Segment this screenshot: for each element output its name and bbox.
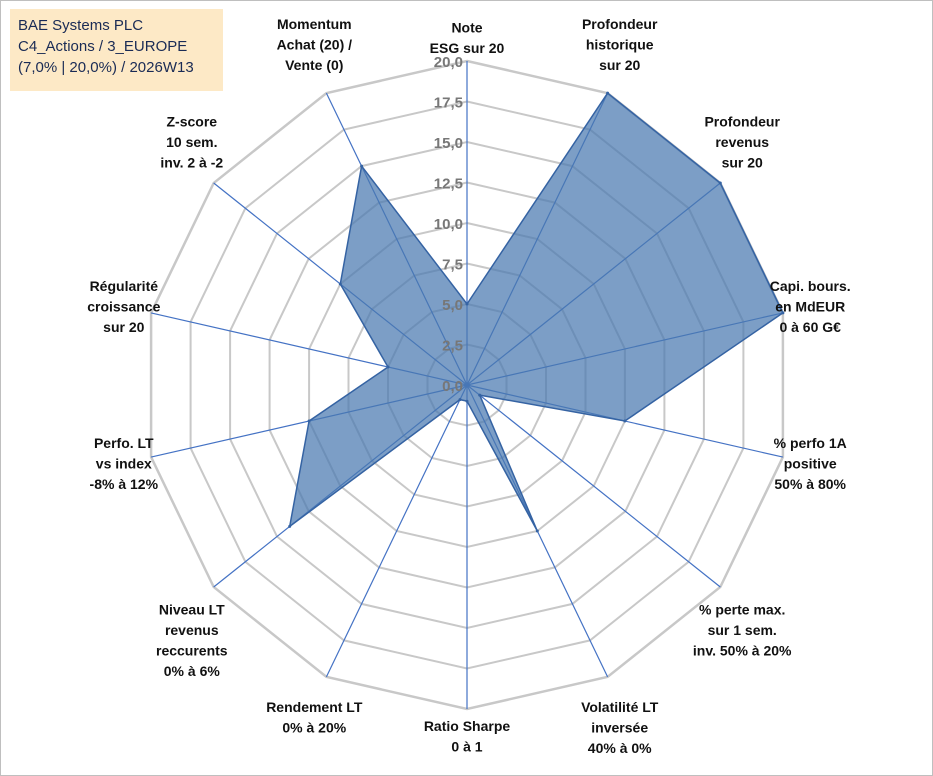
axis-label-line: Profondeur [582,16,658,32]
data-point-14 [360,164,364,168]
data-point-2 [606,91,610,95]
axis-label-line: 0% à 6% [164,663,221,679]
axis-label-13: Z-score 10 sem. inv. 2 à -2 [160,114,223,171]
axis-label-line: -8% à 12% [90,476,159,492]
axis-label-10: Niveau LT revenus reccurents 0% à 6% [156,602,228,680]
tick-label-2: 5,0 [442,297,463,314]
axis-label-line: Achat (20) / [277,36,353,52]
axis-label-8: Ratio Sharpe 0 à 1 [424,718,511,755]
axis-label-line: positive [784,455,837,471]
axis-label-line: 10 sem. [166,134,217,150]
axis-label-2: Profondeur historique sur 20 [582,16,658,73]
axis-label-line: Volatilité LT [581,699,659,715]
category-path: C4_Actions / 3_EUROPE [18,38,188,55]
axis-label-line: % perte max. [699,602,785,618]
info-box: BAE Systems PLC C4_Actions / 3_EUROPE (7… [10,9,223,91]
axis-label-line: croissance [87,299,160,315]
tick-label-5: 12,5 [434,176,463,193]
data-point-5 [623,419,627,423]
axis-label-line: revenus [715,134,769,150]
axis-label-5: % perfo 1A positive 50% à 80% [774,435,847,492]
axis-spoke-9 [325,384,468,678]
data-point-9 [458,398,462,402]
tick-labels: 0,0 2,5 5,0 7,5 10,0 12,5 15,0 17,5 20,0 [434,54,463,395]
tick-label-0: 0,0 [442,378,463,395]
axis-label-line: Momentum [277,16,352,32]
axis-label-line: Profondeur [704,114,780,130]
axis-label-line: 0 à 60 G€ [779,319,841,335]
tick-label-8: 20,0 [434,54,463,71]
data-point-6 [478,393,482,397]
axis-label-11: Perfo. LT vs index -8% à 12% [90,435,159,492]
axis-label-line: Note [451,20,482,36]
axis-label-line: historique [586,36,654,52]
data-point-12 [386,365,390,369]
axis-label-7: Volatilité LT inversée 40% à 0% [581,699,659,756]
axis-label-6: % perte max. sur 1 sem. inv. 50% à 20% [693,602,792,659]
axis-label-3: Profondeur revenus sur 20 [704,114,780,171]
axis-label-9: Rendement LT 0% à 20% [266,699,363,736]
data-point-10 [288,524,292,528]
axis-label-1: Note ESG sur 20 [430,20,505,57]
axis-label-line: Ratio Sharpe [424,718,511,734]
axis-label-line: Capi. bours. [770,278,851,294]
data-point-13 [338,282,342,286]
axis-label-line: sur 20 [599,57,640,73]
axis-label-line: % perfo 1A [774,435,847,451]
tick-label-6: 15,0 [434,135,463,152]
axis-label-line: en MdEUR [775,299,845,315]
axis-label-line: 0% à 20% [282,720,346,736]
axis-label-line: Régularité [90,278,159,294]
tick-label-7: 17,5 [434,95,463,112]
axis-label-line: vs index [96,455,152,471]
data-point-3 [718,181,722,185]
axis-label-line: inv. 50% à 20% [693,643,792,659]
stock-name: BAE Systems PLC [18,17,144,34]
axis-label-line: 40% à 0% [588,740,652,756]
axis-label-line: Rendement LT [266,699,363,715]
data-point-11 [307,419,311,423]
axis-label-line: revenus [165,622,219,638]
axis-label-line: Niveau LT [159,602,225,618]
data-point-7 [535,529,539,533]
axis-label-line: Perfo. LT [94,435,154,451]
axis-label-4: Capi. bours. en MdEUR 0 à 60 G€ [770,278,851,335]
axis-label-line: sur 20 [722,155,763,171]
axis-label-14: Momentum Achat (20) / Vente (0) [277,16,353,73]
data-point-4 [781,311,785,315]
axis-label-line: 50% à 80% [774,476,846,492]
tick-label-4: 10,0 [434,216,463,233]
axis-label-line: Z-score [167,114,218,130]
params-week: (7,0% | 20,0%) / 2026W13 [18,59,194,76]
axis-label-line: sur 1 sem. [708,622,777,638]
axis-label-line: ESG sur 20 [430,40,505,56]
data-point-1 [465,302,469,306]
axis-label-12: Régularité croissance sur 20 [87,278,160,335]
tick-label-3: 7,5 [442,257,463,274]
axis-labels: Note ESG sur 20 Profondeur historique sur 20… [87,16,850,756]
axis-label-line: 0 à 1 [451,739,482,755]
axis-label-line: inv. 2 à -2 [160,155,223,171]
tick-label-1: 2,5 [442,338,463,355]
axis-spoke-6 [466,384,721,588]
axis-label-line: reccurents [156,643,228,659]
axis-label-line: sur 20 [103,319,144,335]
data-point-8 [465,399,469,403]
axis-label-line: Vente (0) [285,57,343,73]
axis-label-line: inversée [591,720,648,736]
data-series [288,91,785,533]
